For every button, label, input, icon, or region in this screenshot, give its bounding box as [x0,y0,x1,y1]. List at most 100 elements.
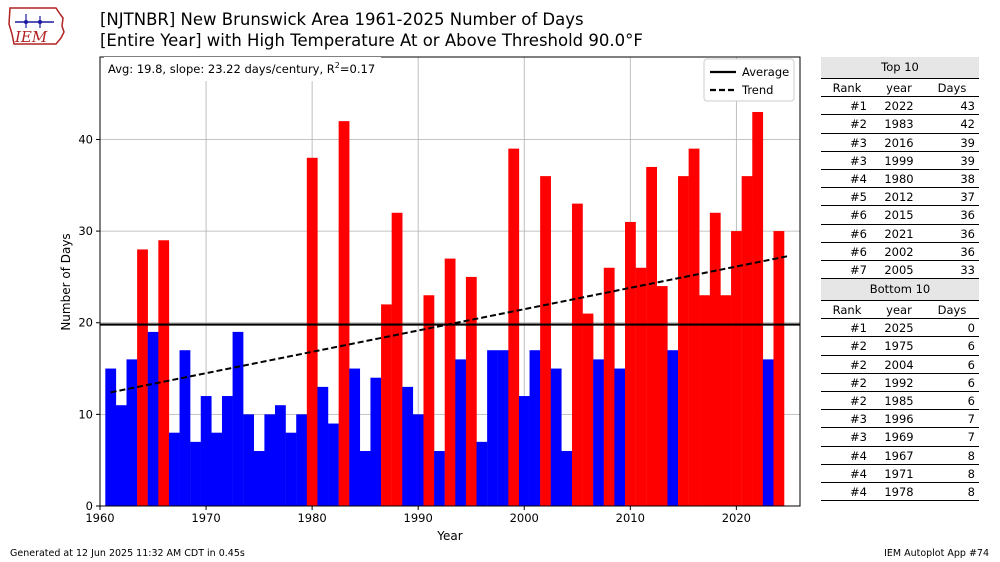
bar-1995 [465,276,477,506]
bar-1988 [391,212,403,506]
y-tick-label: 20 [78,316,93,330]
bar-2013 [656,286,668,506]
year-cell: 1978 [884,484,914,499]
bottom10-table: Bottom 10 Rank year Days #1 2025 0 #2 1975 6 #2 200… [821,279,979,502]
bar-1968 [179,350,191,506]
year-cell: 1969 [884,430,914,445]
rank-cell: #3 [850,412,867,427]
table-row: #2 1985 6 [821,392,979,411]
axes: 1960 1970 1980 1990 2000 2010 2020 0 10 20 30 40 [78,56,801,525]
legend-average-label: Average [742,65,789,79]
x-tick-label: 1960 [85,511,114,525]
table-row: #6 2021 36 [821,225,979,243]
bar-2000 [518,396,530,506]
year-cell: 2021 [884,226,914,241]
bar-1967 [168,432,180,506]
bar-2011 [635,267,647,506]
bar-2008 [603,267,615,506]
bar-1996 [476,441,488,506]
days-cell: 6 [967,339,975,354]
rank-cell: #2 [850,375,867,390]
year-cell: 1975 [884,339,914,354]
annotation-sup: 2 [335,61,340,70]
column-header: Days [937,303,967,318]
year-cell: 2025 [884,321,914,336]
y-axis-label: Number of Days [59,233,73,330]
bar-1989 [402,386,414,506]
days-cell: 37 [960,190,975,205]
bar-series [105,111,785,507]
year-cell: 2012 [884,190,914,205]
x-tick-label: 2010 [616,511,645,525]
table-row: #3 2016 39 [821,134,979,152]
rank-cell: #4 [850,448,867,463]
rank-cell: #1 [850,99,867,114]
legend: Average Trend [703,58,795,102]
table-row: #3 1996 7 [821,410,979,429]
rank-cell: #3 [850,135,867,150]
plot-frame [99,56,801,507]
table-row: #4 1980 38 [821,170,979,189]
bar-2006 [582,313,594,506]
annotation-prefix: Avg: 19.8, slope: 23.22 days/century, R [108,62,335,76]
bar-1999 [508,148,520,506]
bar-1980 [306,157,318,507]
rank-cell: #6 [850,244,867,259]
rank-cell: #4 [850,466,867,481]
days-cell: 43 [960,99,975,114]
table-row: #2 1975 6 [821,337,979,356]
days-cell: 7 [967,412,975,427]
table-row: #2 2004 6 [821,356,979,374]
bar-1970 [200,396,212,506]
y-tick-label: 10 [78,407,93,421]
rank-cell: #5 [850,190,867,205]
year-cell: 1996 [884,412,914,427]
bar-1962 [115,405,127,506]
bar-2015 [678,176,689,507]
title-line-1: [NJTNBR] New Brunswick Area 1961-2025 Nu… [100,10,584,29]
annotation-background [104,57,381,81]
annotation-suffix: =0.17 [340,62,375,76]
bar-1976 [264,414,276,506]
table-row: #4 1978 8 [821,483,979,502]
bar-1982 [328,423,339,506]
table-row: #1 2025 0 [821,319,979,338]
bar-2004 [561,451,573,506]
table-row: #3 1969 7 [821,428,979,447]
reference-lines [100,254,800,394]
days-cell: 33 [960,262,975,277]
bar-1981 [317,386,329,506]
rank-cell: #2 [850,357,867,372]
bar-1987 [381,304,392,506]
bar-2007 [593,359,604,506]
y-tick-label: 0 [86,499,93,513]
year-cell: 1980 [884,171,914,186]
ranking-tables: Top 10 Rank year Days #1 2022 43 #2 1983 42 #3 2016… [821,57,979,502]
bar-1984 [349,368,361,506]
x-tick-label: 1990 [404,511,433,525]
bar-1971 [211,432,223,506]
table-row: #6 2002 36 [821,243,979,261]
bar-2005 [571,203,583,506]
rank-cell: #2 [850,394,867,408]
days-cell: 39 [960,135,975,150]
column-header: year [886,303,912,318]
bar-1964 [137,249,148,506]
bar-1966 [158,240,170,506]
table-row: #5 2012 37 [821,188,979,207]
bar-1983 [338,121,350,507]
annotation-text: Avg: 19.8, slope: 23.22 days/century, R2… [108,61,375,76]
bar-2018 [709,212,721,506]
x-tick-label: 1980 [297,511,326,525]
days-cell: 38 [960,171,975,186]
table-row: #4 1967 8 [821,447,979,465]
column-header: year [886,81,912,95]
rank-cell: #3 [850,430,867,445]
bar-1994 [455,359,467,506]
days-cell: 6 [967,375,975,390]
bar-1979 [296,414,308,506]
bar-2012 [646,166,658,507]
year-cell: 1983 [884,117,914,132]
bar-1991 [423,295,435,506]
